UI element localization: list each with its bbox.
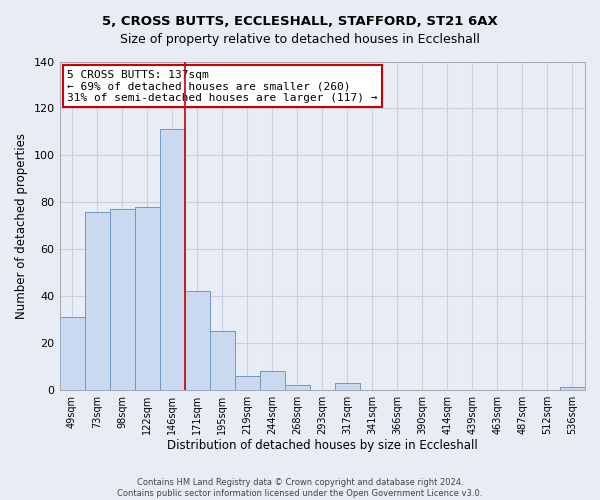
Bar xyxy=(260,371,285,390)
Bar xyxy=(209,331,235,390)
Bar xyxy=(235,376,260,390)
Text: Contains HM Land Registry data © Crown copyright and database right 2024.
Contai: Contains HM Land Registry data © Crown c… xyxy=(118,478,482,498)
Text: 5 CROSS BUTTS: 137sqm
← 69% of detached houses are smaller (260)
31% of semi-det: 5 CROSS BUTTS: 137sqm ← 69% of detached … xyxy=(67,70,378,103)
Bar xyxy=(110,209,134,390)
Bar xyxy=(285,385,310,390)
X-axis label: Distribution of detached houses by size in Eccleshall: Distribution of detached houses by size … xyxy=(167,440,478,452)
Y-axis label: Number of detached properties: Number of detached properties xyxy=(15,132,28,318)
Bar xyxy=(560,388,585,390)
Bar xyxy=(160,130,185,390)
Bar xyxy=(59,317,85,390)
Text: Size of property relative to detached houses in Eccleshall: Size of property relative to detached ho… xyxy=(120,32,480,46)
Bar xyxy=(335,382,360,390)
Bar xyxy=(134,207,160,390)
Bar xyxy=(185,291,209,390)
Bar xyxy=(85,212,110,390)
Text: 5, CROSS BUTTS, ECCLESHALL, STAFFORD, ST21 6AX: 5, CROSS BUTTS, ECCLESHALL, STAFFORD, ST… xyxy=(102,15,498,28)
